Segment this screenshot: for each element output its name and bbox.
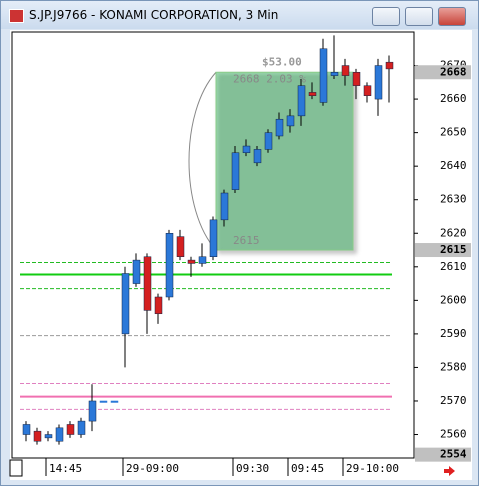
candle-body bbox=[121, 273, 130, 335]
candle-body bbox=[77, 420, 86, 435]
candle-body bbox=[363, 85, 372, 96]
candle-body bbox=[374, 65, 383, 100]
candle-body bbox=[264, 132, 273, 150]
price-label: 2615 bbox=[440, 243, 467, 256]
candle-body bbox=[44, 434, 53, 439]
candle-body bbox=[352, 72, 361, 86]
x-tick-label: 09:45 bbox=[291, 462, 324, 475]
maximize-button[interactable] bbox=[405, 7, 433, 26]
measure-top-label: 2668 2.03 % bbox=[233, 72, 306, 85]
candle-body bbox=[330, 72, 339, 76]
candle-body bbox=[143, 256, 152, 311]
candle-body bbox=[22, 424, 31, 435]
candle-body bbox=[308, 92, 317, 96]
x-tick-label: 29-10:00 bbox=[346, 462, 399, 475]
candle-body bbox=[198, 256, 207, 264]
minimize-button[interactable] bbox=[372, 7, 400, 26]
scroll-box[interactable] bbox=[9, 459, 23, 477]
candle-body bbox=[99, 400, 108, 403]
candle-body bbox=[231, 152, 240, 190]
y-tick-label: 2560 bbox=[440, 428, 467, 441]
price-label-box bbox=[415, 243, 471, 258]
y-tick-label: 2650 bbox=[440, 126, 467, 139]
y-tick-label: 2580 bbox=[440, 360, 467, 373]
app-icon bbox=[9, 9, 24, 23]
x-tick-label: 09:30 bbox=[236, 462, 269, 475]
y-tick-label: 2640 bbox=[440, 159, 467, 172]
x-tick-label: 29-09:00 bbox=[126, 462, 179, 475]
candle-body bbox=[55, 427, 64, 442]
x-tick-label: 14:45 bbox=[49, 462, 82, 475]
price-label: 2554 bbox=[440, 448, 467, 461]
scroll-arrow[interactable] bbox=[444, 466, 455, 476]
candle-body bbox=[297, 85, 306, 117]
price-label-box bbox=[415, 447, 471, 462]
candle-body bbox=[88, 400, 97, 422]
y-tick-label: 2620 bbox=[440, 226, 467, 239]
measure-arc bbox=[188, 71, 217, 251]
candle-body bbox=[110, 400, 119, 403]
candle-body bbox=[165, 233, 174, 298]
measure-bottom-label: 2615 bbox=[233, 234, 260, 247]
candle-body bbox=[209, 219, 218, 257]
candle-body bbox=[176, 236, 185, 257]
price-label: 2668 bbox=[440, 65, 467, 78]
candle-body bbox=[275, 118, 284, 137]
y-tick-label: 2610 bbox=[440, 260, 467, 273]
window-title: S.JP.J9766 - KONAMI CORPORATION, 3 Min bbox=[29, 8, 279, 22]
candle-body bbox=[253, 149, 262, 164]
candle-body bbox=[341, 65, 350, 76]
y-tick-label: 2570 bbox=[440, 394, 467, 407]
measure-change: $53.00 bbox=[262, 55, 302, 68]
candle-body bbox=[154, 296, 163, 315]
candle-body bbox=[319, 48, 328, 103]
price-label-box bbox=[415, 65, 471, 80]
y-tick-label: 2590 bbox=[440, 327, 467, 340]
candle-body bbox=[66, 424, 75, 435]
candle-body bbox=[132, 259, 141, 284]
candle-body bbox=[385, 61, 394, 70]
candle-body bbox=[242, 145, 251, 154]
candle-body bbox=[187, 259, 196, 264]
candle-body bbox=[286, 115, 295, 127]
y-tick-label: 2660 bbox=[440, 92, 467, 105]
title-bar: S.JP.J9766 - KONAMI CORPORATION, 3 Min bbox=[1, 1, 478, 29]
close-button[interactable] bbox=[438, 7, 466, 26]
y-tick-label: 2630 bbox=[440, 193, 467, 206]
candle-body bbox=[220, 192, 229, 221]
y-tick-label: 2600 bbox=[440, 293, 467, 306]
candle-body bbox=[33, 430, 42, 442]
